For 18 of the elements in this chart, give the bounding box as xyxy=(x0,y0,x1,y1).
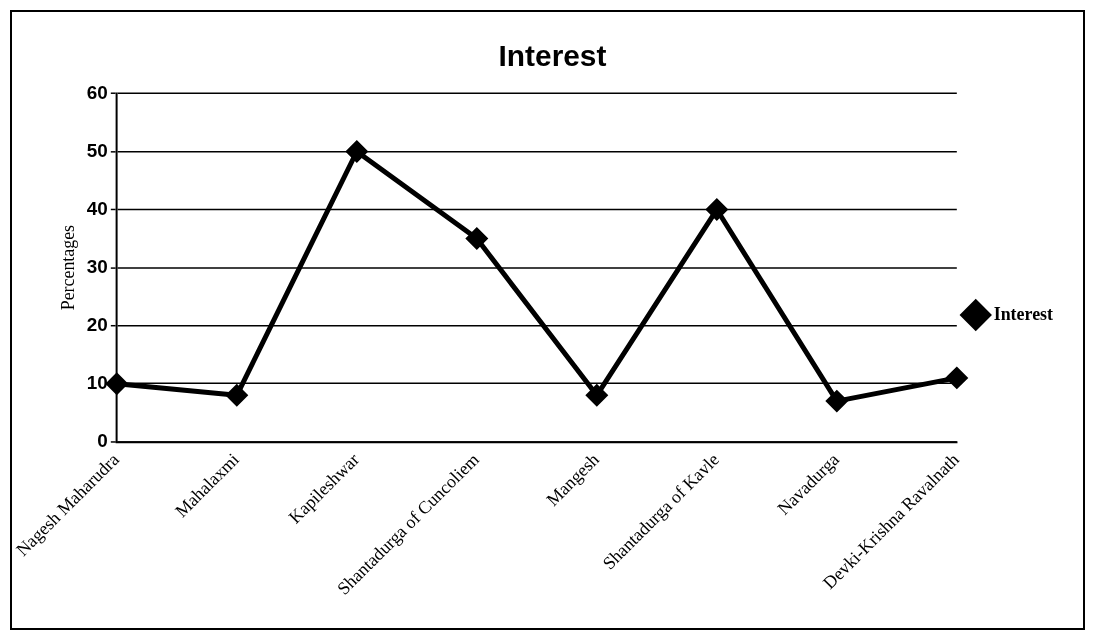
y-tick-label: 20 xyxy=(86,313,108,335)
legend-label: Interest xyxy=(993,303,1054,324)
y-tick-label: 30 xyxy=(86,255,108,277)
point xyxy=(586,384,608,406)
y-tick-label: 50 xyxy=(86,139,108,161)
point xyxy=(106,373,128,395)
y-tick-label: 0 xyxy=(97,429,108,451)
point xyxy=(706,199,728,220)
y-tick-label: 60 xyxy=(86,81,108,103)
y-tick-label: 10 xyxy=(86,371,108,393)
y-tick-label: 40 xyxy=(86,197,108,219)
chart-title: Interest xyxy=(498,38,607,72)
point xyxy=(946,367,968,389)
point xyxy=(466,228,488,250)
point xyxy=(346,141,368,162)
y-axis-title: Percentages xyxy=(57,224,78,311)
point xyxy=(226,384,248,406)
point xyxy=(826,390,848,412)
